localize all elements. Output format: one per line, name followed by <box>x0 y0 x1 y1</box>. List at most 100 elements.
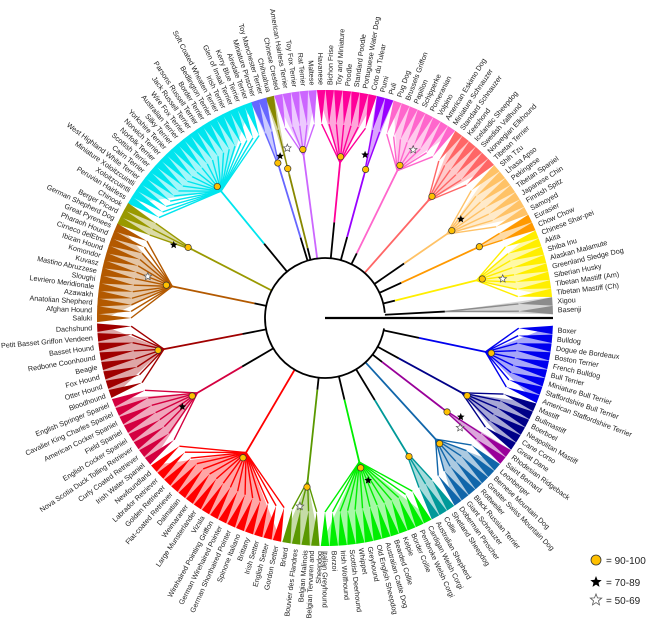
clade-branch <box>333 162 341 223</box>
tip-wedge <box>438 130 463 161</box>
breed-label: Sloughi <box>71 270 97 283</box>
support-circle-icon <box>448 227 456 235</box>
backbone-branch <box>372 353 383 363</box>
tip-wedge <box>492 199 525 221</box>
tip-wedge <box>165 149 193 177</box>
branch <box>220 137 254 192</box>
tip-wedge <box>518 325 553 335</box>
tip-wedge <box>171 463 197 492</box>
breed-label: Maltese <box>306 60 316 86</box>
tip-wedge <box>391 500 408 534</box>
white-star-icon <box>282 143 292 153</box>
backbone-branch <box>254 302 267 307</box>
tip-wedge <box>514 358 549 370</box>
tip-wedge <box>461 152 489 180</box>
branch <box>324 461 360 513</box>
breed-label: Boxer <box>557 326 577 336</box>
branch <box>446 226 497 235</box>
support-circle-icon <box>303 483 311 491</box>
support-circle-icon <box>478 275 486 283</box>
tip-wedge <box>229 107 247 141</box>
branch <box>174 190 222 197</box>
branch <box>358 461 400 499</box>
support-circle-icon <box>475 243 483 251</box>
backbone-branch <box>355 368 376 401</box>
tip-wedge <box>157 452 185 479</box>
tip-wedge <box>506 387 540 404</box>
branch <box>476 279 519 298</box>
branch <box>141 252 173 287</box>
tip-wedge <box>236 498 253 532</box>
branch <box>190 451 247 459</box>
branch <box>484 351 510 381</box>
tip-wedge <box>377 504 391 539</box>
clade-branch <box>343 399 361 463</box>
branch <box>245 452 269 504</box>
support-circle-icon <box>299 145 307 154</box>
legend-circle-icon <box>590 554 602 566</box>
tip-wedge <box>150 165 179 191</box>
backbone-branch <box>316 377 320 390</box>
tip-wedge <box>517 288 553 297</box>
tip-wedge <box>119 405 152 425</box>
tip-wedge <box>243 102 260 136</box>
support-circle-icon <box>443 408 451 416</box>
tip-wedge <box>398 497 416 531</box>
tip-wedge <box>502 222 536 241</box>
tip-wedge <box>513 365 548 378</box>
tip-wedge <box>97 323 132 332</box>
support-circle-icon <box>184 243 192 251</box>
support-circle-icon <box>428 192 436 200</box>
clade-branch <box>193 249 273 292</box>
support-circle-icon <box>357 464 365 472</box>
breed-label: Basenji <box>558 305 582 315</box>
tip-wedge <box>432 126 456 157</box>
tip-wedge <box>499 214 532 234</box>
clade-branch <box>196 365 243 394</box>
tip-wedge <box>193 478 217 510</box>
support-circle-icon <box>463 392 471 400</box>
backbone-branch <box>373 262 405 285</box>
backbone-branch <box>299 237 309 261</box>
clade-branch <box>163 333 243 351</box>
breed-label: Italian Greyhound <box>321 551 330 608</box>
breed-label: Pumi <box>378 75 391 93</box>
branch <box>444 303 519 313</box>
tip-wedge <box>518 305 553 315</box>
tip-wedge <box>516 350 551 361</box>
clade-wedge <box>282 481 320 546</box>
tip-wedge <box>195 125 218 157</box>
backbone-branch <box>383 329 420 339</box>
clade-branch <box>398 357 463 394</box>
clade-wedge <box>265 95 290 175</box>
breed-label: Poodle <box>343 63 354 86</box>
branch <box>130 285 173 313</box>
breed-label: Afghan Hound <box>46 304 92 315</box>
branch <box>173 392 198 441</box>
breed-label: Irish Wolfhound <box>339 550 352 600</box>
clade-wedge <box>405 451 455 520</box>
backbone-branch <box>338 376 346 400</box>
branch <box>339 127 367 164</box>
tip-wedge <box>355 509 365 544</box>
tip-wedge <box>419 487 440 520</box>
breed-label: Puli <box>386 81 398 95</box>
tip-wedge <box>489 420 521 443</box>
tip-wedge <box>291 510 301 545</box>
tip-wedge <box>104 252 139 266</box>
tip-wedge <box>471 445 500 471</box>
tip-wedge <box>516 280 552 290</box>
legend: = 90-100 = 70-89 = 50-69 <box>589 554 646 607</box>
backbone-branch <box>306 247 312 260</box>
breed-label: Azawakh <box>64 287 94 299</box>
branch <box>182 185 222 192</box>
tip-wedge <box>508 379 543 395</box>
clade-branch <box>306 389 319 482</box>
tip-wedge <box>151 446 180 472</box>
branch <box>358 461 406 496</box>
tip-wedge <box>320 512 330 546</box>
tip-wedge <box>444 471 469 501</box>
tip-wedge <box>347 510 356 545</box>
clade-wedges <box>97 90 553 547</box>
backbone-arc <box>264 257 386 379</box>
